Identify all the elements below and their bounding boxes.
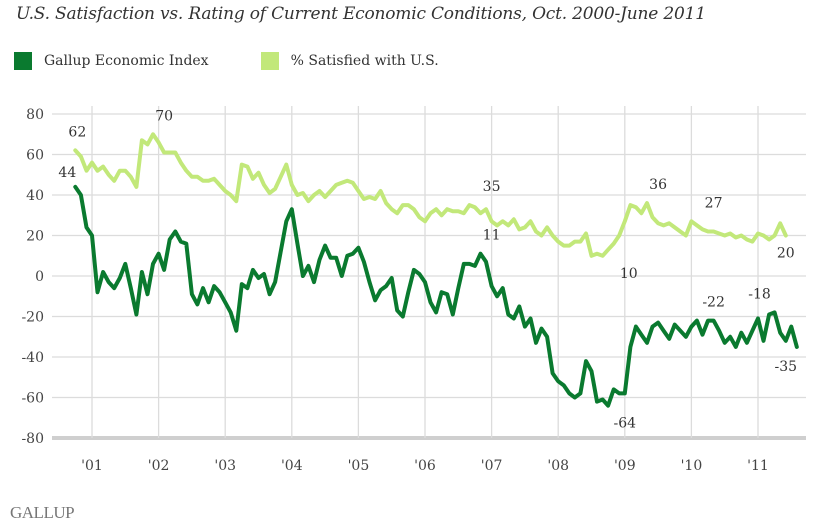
y-tick-label: -60	[21, 391, 44, 407]
legend-swatch-economic-index	[14, 52, 32, 70]
chart-title: U.S. Satisfaction vs. Rating of Current …	[16, 4, 706, 24]
y-axis-ticks: 80 60 40 20 0 -20 -40 -60 -80	[21, 107, 44, 447]
gallup-logo: GALLUP	[10, 503, 75, 522]
x-tick-label: '10	[681, 458, 703, 474]
legend-item-economic-index: Gallup Economic Index	[14, 52, 209, 70]
legend-item-satisfied: % Satisfied with U.S.	[260, 52, 439, 70]
legend-label-economic-index: Gallup Economic Index	[44, 53, 209, 69]
y-tick-label: 40	[26, 188, 44, 204]
legend-label-satisfied: % Satisfied with U.S.	[290, 53, 439, 69]
data-label: 62	[68, 124, 86, 140]
x-tick-label: '11	[747, 458, 769, 474]
series-line-satisfied	[73, 132, 788, 258]
series-line-economic-index	[73, 184, 799, 408]
x-tick-label: '06	[414, 458, 436, 474]
y-tick-label: 60	[26, 148, 44, 164]
x-tick-label: '04	[281, 458, 303, 474]
x-tick-label: '05	[348, 458, 370, 474]
x-tick-label: '08	[547, 458, 569, 474]
gridlines	[52, 106, 806, 440]
data-label: 35	[483, 179, 501, 195]
data-label: 11	[483, 228, 501, 244]
data-label: 27	[705, 195, 723, 211]
data-label: 10	[620, 266, 638, 282]
legend-swatch-satisfied	[260, 52, 279, 70]
y-tick-label: -40	[21, 350, 44, 366]
data-label: -64	[614, 416, 637, 432]
y-tick-label: 20	[26, 229, 44, 245]
data-label: -18	[748, 286, 771, 302]
y-tick-label: -80	[21, 431, 44, 447]
x-tick-label: '01	[81, 458, 103, 474]
data-label: 20	[777, 246, 795, 262]
x-tick-label: '07	[481, 458, 503, 474]
y-tick-label: 80	[26, 107, 44, 123]
data-label: 44	[58, 165, 76, 181]
x-tick-label: '02	[148, 458, 170, 474]
legend: Gallup Economic Index % Satisfied with U…	[14, 52, 491, 70]
x-axis-ticks: '01 '02 '03 '04 '05 '06 '07 '08 '09 '10 '11	[81, 458, 769, 474]
series-lines	[73, 132, 799, 408]
data-label: -35	[774, 359, 797, 375]
y-tick-label: -20	[21, 310, 44, 326]
data-label: -22	[702, 295, 725, 311]
y-tick-label: 0	[35, 269, 44, 285]
data-label: 36	[649, 177, 667, 193]
line-chart: 80 60 40 20 0 -20 -40 -60 -80 '01 '02 '03 '04 '05 '06…	[21, 106, 806, 474]
x-tick-label: '03	[214, 458, 236, 474]
data-label: 70	[155, 108, 173, 124]
data-labels: 44 11 -64 -22 -18 -35 62 70 35 10 36 27 20	[58, 108, 797, 431]
x-tick-label: '09	[614, 458, 636, 474]
